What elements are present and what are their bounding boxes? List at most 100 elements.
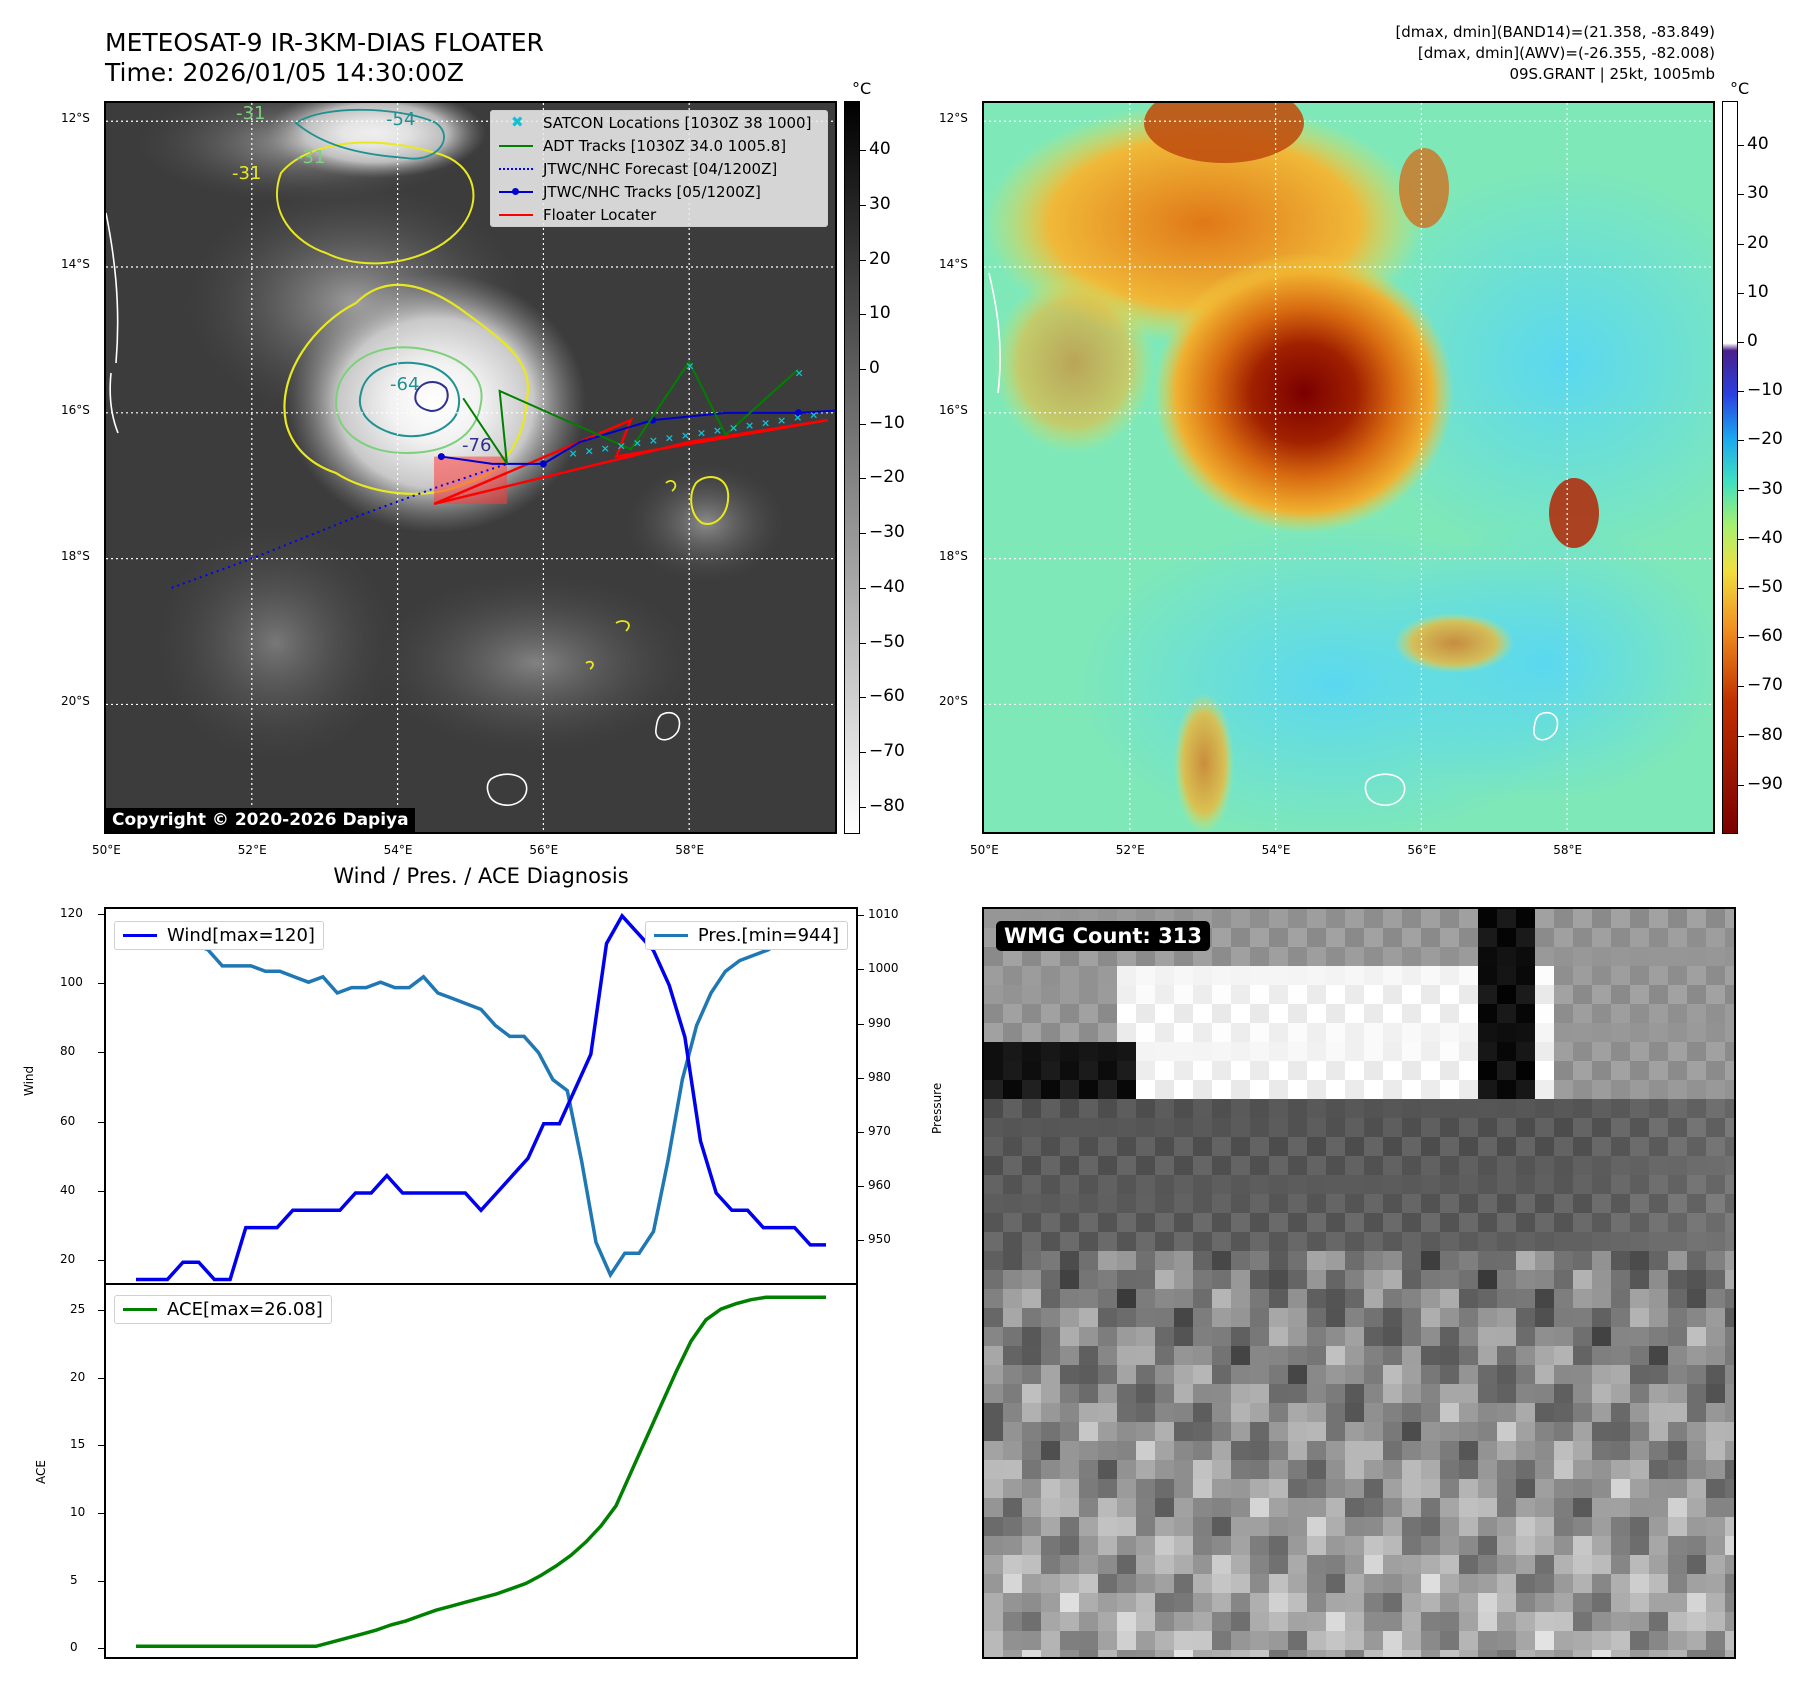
wmg-pixel bbox=[1079, 1498, 1098, 1517]
wmg-pixel bbox=[1402, 1631, 1421, 1650]
wmg-pixel bbox=[1174, 1460, 1193, 1479]
wmg-pixel bbox=[1345, 1403, 1364, 1422]
wmg-pixel bbox=[1440, 1479, 1459, 1498]
wmg-pixel bbox=[1516, 1574, 1535, 1593]
wmg-pixel bbox=[1326, 1441, 1345, 1460]
awv-colorbar-unit: °C bbox=[1730, 79, 1750, 98]
wmg-pixel bbox=[1326, 1308, 1345, 1327]
wmg-pixel bbox=[1174, 1365, 1193, 1384]
wmg-pixel bbox=[1307, 1403, 1326, 1422]
wmg-pixel bbox=[1231, 985, 1250, 1004]
wmg-pixel bbox=[1174, 1422, 1193, 1441]
wmg-pixel bbox=[1136, 1156, 1155, 1175]
wmg-pixel bbox=[984, 1612, 1003, 1631]
wmg-pixel bbox=[1516, 1460, 1535, 1479]
wmg-pixel bbox=[1725, 1441, 1734, 1460]
wmg-pixel bbox=[1098, 1080, 1117, 1099]
wmg-pixel bbox=[1136, 1536, 1155, 1555]
wmg-pixel bbox=[1706, 1061, 1725, 1080]
wmg-pixel bbox=[1250, 1403, 1269, 1422]
wmg-pixel bbox=[1307, 1308, 1326, 1327]
wmg-pixel bbox=[1250, 1156, 1269, 1175]
ace-tick-mark bbox=[98, 1310, 104, 1312]
wmg-pixel bbox=[1459, 1536, 1478, 1555]
wmg-pixel bbox=[1269, 1365, 1288, 1384]
wmg-pixel bbox=[1668, 1460, 1687, 1479]
wmg-pixel bbox=[1326, 1327, 1345, 1346]
wmg-pixel bbox=[1497, 1213, 1516, 1232]
wmg-pixel bbox=[1003, 1631, 1022, 1650]
wmg-pixel bbox=[1098, 1365, 1117, 1384]
wmg-pixel bbox=[1459, 1308, 1478, 1327]
wmg-pixel bbox=[1136, 1270, 1155, 1289]
wmg-pixel bbox=[1611, 1365, 1630, 1384]
wmg-pixel bbox=[1174, 1232, 1193, 1251]
wmg-pixel bbox=[1554, 1574, 1573, 1593]
wmg-pixel bbox=[1098, 1004, 1117, 1023]
wmg-pixel bbox=[1364, 1384, 1383, 1403]
wmg-pixel bbox=[1725, 1498, 1734, 1517]
wmg-pixel bbox=[1440, 1536, 1459, 1555]
wmg-pixel bbox=[1231, 1213, 1250, 1232]
wmg-pixel bbox=[1288, 1517, 1307, 1536]
wmg-pixel bbox=[1649, 985, 1668, 1004]
wmg-pixel bbox=[1535, 1498, 1554, 1517]
wmg-pixel bbox=[1079, 1156, 1098, 1175]
wmg-pixel bbox=[1668, 1061, 1687, 1080]
wmg-pixel bbox=[984, 1460, 1003, 1479]
wmg-pixel bbox=[1117, 1213, 1136, 1232]
wmg-pixel bbox=[1383, 1118, 1402, 1137]
wmg-pixel bbox=[1250, 1232, 1269, 1251]
wmg-pixel bbox=[1098, 1403, 1117, 1422]
wmg-pixel bbox=[1630, 1574, 1649, 1593]
wmg-pixel bbox=[1364, 1327, 1383, 1346]
wmg-pixel bbox=[1478, 985, 1497, 1004]
wmg-pixel bbox=[1706, 928, 1725, 947]
wmg-pixel bbox=[1364, 1593, 1383, 1612]
wmg-pixel bbox=[1440, 1023, 1459, 1042]
wmg-pixel bbox=[1079, 1403, 1098, 1422]
wmg-pixel bbox=[1193, 1536, 1212, 1555]
wmg-pixel bbox=[1117, 985, 1136, 1004]
wmg-pixel bbox=[1440, 966, 1459, 985]
wmg-pixel bbox=[1364, 1099, 1383, 1118]
wmg-pixel bbox=[1402, 1023, 1421, 1042]
pressure-tick-mark bbox=[858, 1131, 864, 1133]
wmg-pixel bbox=[1174, 947, 1193, 966]
wmg-pixel bbox=[1478, 947, 1497, 966]
wmg-pixel bbox=[1402, 1289, 1421, 1308]
wmg-pixel bbox=[1041, 966, 1060, 985]
wmg-pixel bbox=[1022, 1118, 1041, 1137]
wind-pressure-plot bbox=[135, 912, 827, 1282]
pressure-tick-label: 1010 bbox=[868, 907, 899, 922]
wmg-pixel bbox=[1326, 1631, 1345, 1650]
wmg-pixel bbox=[1554, 1061, 1573, 1080]
wmg-pixel bbox=[1611, 1137, 1630, 1156]
wmg-pixel bbox=[1649, 1270, 1668, 1289]
colorbar-tick-label: −50 bbox=[1747, 577, 1783, 598]
wmg-pixel bbox=[1687, 1403, 1706, 1422]
wmg-pixel bbox=[1554, 1308, 1573, 1327]
wmg-pixel bbox=[984, 966, 1003, 985]
wmg-pixel bbox=[1250, 1194, 1269, 1213]
wmg-pixel bbox=[1573, 1270, 1592, 1289]
wmg-pixel bbox=[1497, 1308, 1516, 1327]
wmg-pixel bbox=[1478, 1175, 1497, 1194]
wmg-pixel bbox=[1554, 1631, 1573, 1650]
wmg-pixel bbox=[1402, 1498, 1421, 1517]
lon-tick-label: 58°E bbox=[1553, 843, 1583, 857]
wind-tick-label: 100 bbox=[60, 975, 83, 990]
wmg-pixel bbox=[1307, 1327, 1326, 1346]
wmg-pixel bbox=[1535, 1403, 1554, 1422]
wmg-pixel bbox=[1174, 1175, 1193, 1194]
wmg-pixel bbox=[1307, 909, 1326, 928]
wmg-pixel bbox=[1668, 1593, 1687, 1612]
wmg-pixel bbox=[1440, 1422, 1459, 1441]
wmg-pixel bbox=[1725, 1517, 1734, 1536]
wmg-pixel bbox=[1383, 1308, 1402, 1327]
wmg-pixel bbox=[1250, 928, 1269, 947]
lat-tick-label: 20°S bbox=[61, 694, 90, 709]
wmg-pixel bbox=[1060, 1650, 1079, 1657]
wmg-pixel bbox=[1611, 1270, 1630, 1289]
wmg-pixel bbox=[1345, 1555, 1364, 1574]
